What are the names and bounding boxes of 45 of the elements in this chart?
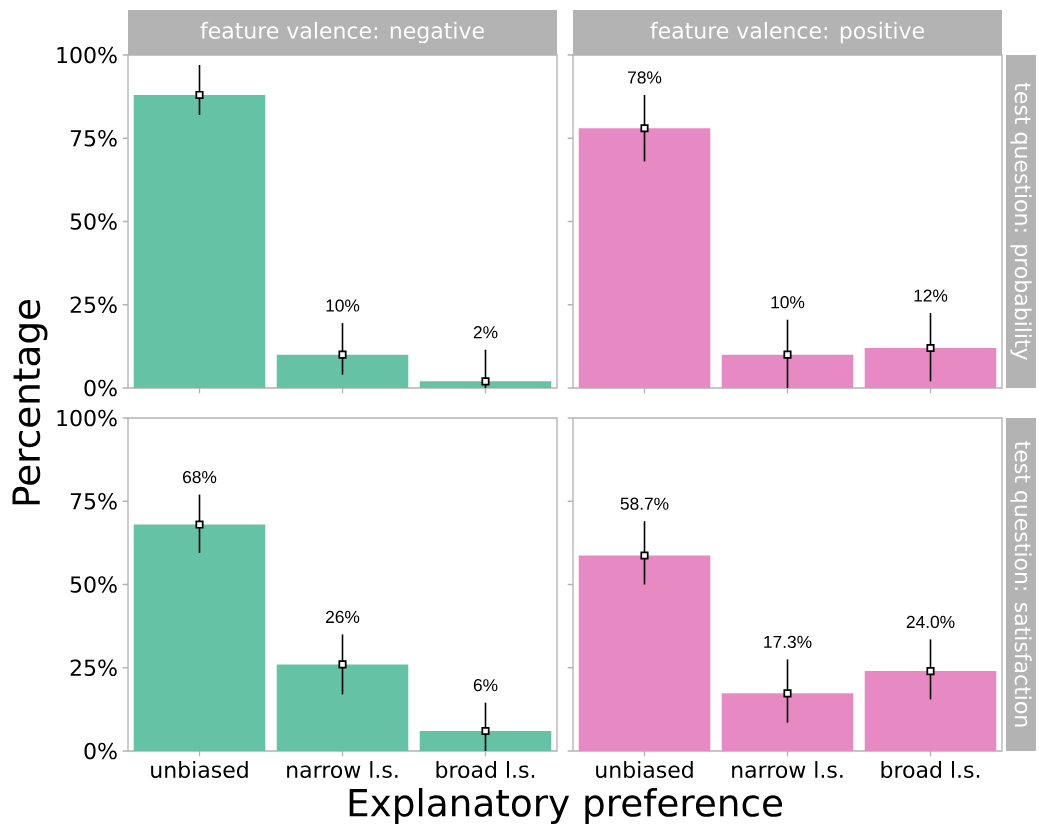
point <box>481 377 490 386</box>
point <box>195 90 204 100</box>
y-tick-label: 100% <box>57 46 117 64</box>
point <box>195 520 204 529</box>
data-label: 68% <box>183 470 217 484</box>
bar <box>419 381 552 388</box>
y2-axis-title: test question: satisfaction <box>1010 441 1032 727</box>
chart-title: feature valence: positive <box>650 21 924 44</box>
bar <box>419 731 552 751</box>
chart-title: feature valence: negative <box>200 21 484 44</box>
y2-axis-title: test question: probability <box>1010 82 1032 361</box>
data-label: 6% <box>473 679 498 692</box>
x-tick-label: narrow l.s. <box>732 761 843 779</box>
x-axis-title: Explanatory preference <box>349 787 783 825</box>
bar <box>276 664 409 751</box>
bar <box>133 524 266 751</box>
bar <box>133 94 266 388</box>
y-tick-label: 25% <box>70 659 117 677</box>
y-tick-label: 50% <box>70 576 117 593</box>
data-label: 78% <box>628 71 662 84</box>
x-tick-label: broad l.s. <box>881 761 980 779</box>
data-label: 26% <box>326 610 360 624</box>
data-label: 10% <box>326 299 360 312</box>
point <box>481 726 490 736</box>
y-tick-label: 75% <box>70 492 117 510</box>
point <box>338 350 347 359</box>
data-label: 58.7% <box>620 497 669 510</box>
y-tick-label: 0% <box>84 379 117 397</box>
x-tick-label: narrow l.s. <box>287 761 398 779</box>
x-tick-label: unbiased <box>151 761 248 779</box>
data-label: 17.3% <box>764 635 812 649</box>
bar <box>276 354 409 388</box>
data-label: 10% <box>771 296 805 309</box>
y-tick-label: 25% <box>70 296 117 314</box>
x-tick-label: unbiased <box>596 761 693 779</box>
data-label: 2% <box>473 326 498 339</box>
point <box>338 660 347 669</box>
y-tick-label: 0% <box>84 742 117 760</box>
y-tick-label: 50% <box>70 213 117 230</box>
data-label: 12% <box>914 289 948 302</box>
y-tick-label: 100% <box>57 409 117 427</box>
x-tick-label: broad l.s. <box>436 761 535 779</box>
y-tick-label: 75% <box>70 129 117 147</box>
y-axis-title: Percentage <box>12 299 48 505</box>
data-label: 24.0% <box>906 615 955 629</box>
